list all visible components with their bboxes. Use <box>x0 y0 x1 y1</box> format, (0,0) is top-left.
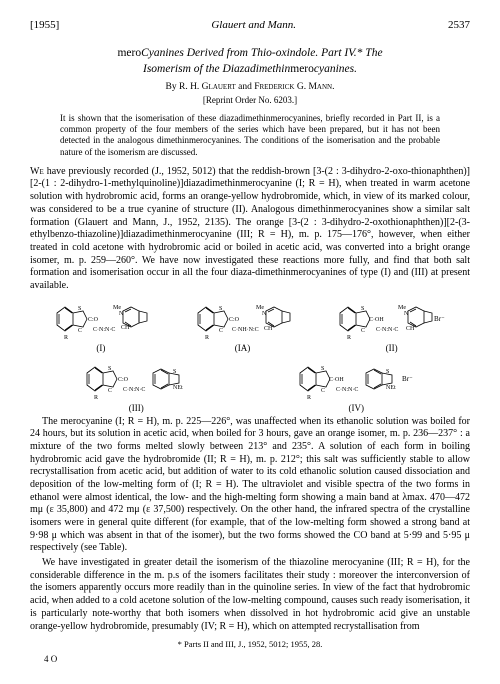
title-line2-mero: mero <box>290 63 314 75</box>
svg-text:C·NH·N:C: C·NH·N:C <box>232 327 259 333</box>
label-III: (III) <box>81 404 191 413</box>
svg-text:Br⁻: Br⁻ <box>402 375 413 383</box>
label-I: (I) <box>51 344 151 353</box>
header-page: 2537 <box>448 18 470 32</box>
svg-text:R: R <box>307 395 311 401</box>
svg-text:CH: CH <box>121 325 130 331</box>
svg-text:S: S <box>219 306 222 312</box>
svg-text:NEt: NEt <box>173 385 183 391</box>
svg-text:C:O: C:O <box>118 377 129 383</box>
svg-text:C:O: C:O <box>229 317 240 323</box>
para2-text: The merocyanine (I; R = H), m. p. 225—22… <box>30 416 470 554</box>
svg-text:R: R <box>347 335 351 341</box>
structure-IV: S C·OH C R C·N:N·C S NEt Br⁻ (IV) <box>294 359 419 413</box>
title-line2a: Isomerism of the Diazadimethin <box>143 63 290 75</box>
author-1: R. H. Glauert <box>179 82 236 92</box>
byline: By R. H. Glauert and Frederick G. Mann. <box>30 81 470 93</box>
svg-text:S: S <box>386 369 389 375</box>
svg-text:C: C <box>219 328 223 334</box>
svg-text:C·N:N·C: C·N:N·C <box>336 387 358 393</box>
signature-mark: 4 O <box>30 654 470 666</box>
byline-and: and <box>236 82 254 92</box>
structure-III: S C:O C R C·N:N·C S NEt (III) <box>81 359 191 413</box>
structure-II: S C·OH C R C·N:N·C N Me CH Br⁻ (II) <box>334 299 449 353</box>
svg-text:C·N:N·C: C·N:N·C <box>123 387 145 393</box>
svg-text:R: R <box>64 335 68 341</box>
svg-text:C: C <box>78 328 82 334</box>
svg-text:C·OH: C·OH <box>329 377 344 383</box>
title-line1: Cyanines Derived from Thio-oxindole. Par… <box>141 47 382 59</box>
svg-text:C·OH: C·OH <box>369 317 384 323</box>
svg-text:S: S <box>108 366 111 372</box>
title-prefix: mero <box>117 47 141 59</box>
label-IA: (IA) <box>192 344 292 353</box>
svg-text:NEt: NEt <box>386 385 396 391</box>
svg-text:S: S <box>173 369 176 375</box>
chem-structures-row-1: S C:O C R C·N:N·C N Me CH (I) S <box>30 299 470 353</box>
para1-text: have previously recorded (J., 1952, 5012… <box>30 166 470 291</box>
chem-structures-row-2: S C:O C R C·N:N·C S NEt (III) S C·OH <box>30 359 470 413</box>
svg-text:C·N:N·C: C·N:N·C <box>93 327 115 333</box>
svg-text:N: N <box>404 311 409 317</box>
svg-text:S: S <box>321 366 324 372</box>
byline-by: By <box>166 82 179 92</box>
svg-text:C: C <box>361 328 365 334</box>
footnote: * Parts II and III, J., 1952, 5012; 1955… <box>30 639 470 650</box>
title-line2b: cyanines. <box>314 63 357 75</box>
svg-text:Br⁻: Br⁻ <box>434 315 445 323</box>
reprint-order: [Reprint Order No. 6203.] <box>30 95 470 107</box>
svg-text:C:O: C:O <box>88 317 99 323</box>
paragraph-2: The merocyanine (I; R = H), m. p. 225—22… <box>30 416 470 556</box>
svg-text:C: C <box>321 388 325 394</box>
label-II: (II) <box>334 344 449 353</box>
structure-I: S C:O C R C·N:N·C N Me CH (I) <box>51 299 151 353</box>
author-2: Frederick G. Mann. <box>254 82 334 92</box>
header-year: [1955] <box>30 18 59 32</box>
para3-text: We have investigated in greater detail t… <box>30 557 470 631</box>
structure-IA: S C:O C R C·NH·N:C N Me CH (IA) <box>192 299 292 353</box>
paragraph-3: We have investigated in greater detail t… <box>30 557 470 633</box>
svg-text:S: S <box>361 306 364 312</box>
article-title: meroCyanines Derived from Thio-oxindole.… <box>60 46 440 77</box>
abstract: It is shown that the isomerisation of th… <box>60 113 440 158</box>
svg-text:Me: Me <box>256 305 264 311</box>
svg-text:CH: CH <box>264 326 273 332</box>
svg-text:N: N <box>119 311 124 317</box>
svg-text:N: N <box>262 311 267 317</box>
paragraph-1: We have previously recorded (J., 1952, 5… <box>30 166 470 293</box>
svg-text:CH: CH <box>406 326 415 332</box>
running-header: [1955] Glauert and Mann. 2537 <box>30 18 470 32</box>
header-authors: Glauert and Mann. <box>59 18 448 32</box>
svg-text:Me: Me <box>398 305 406 311</box>
svg-text:Me: Me <box>113 305 121 311</box>
svg-text:R: R <box>94 395 98 401</box>
label-IV: (IV) <box>294 404 419 413</box>
svg-text:R: R <box>205 335 209 341</box>
svg-text:S: S <box>78 306 81 312</box>
svg-text:C: C <box>108 388 112 394</box>
svg-text:C·N:N·C: C·N:N·C <box>376 327 398 333</box>
